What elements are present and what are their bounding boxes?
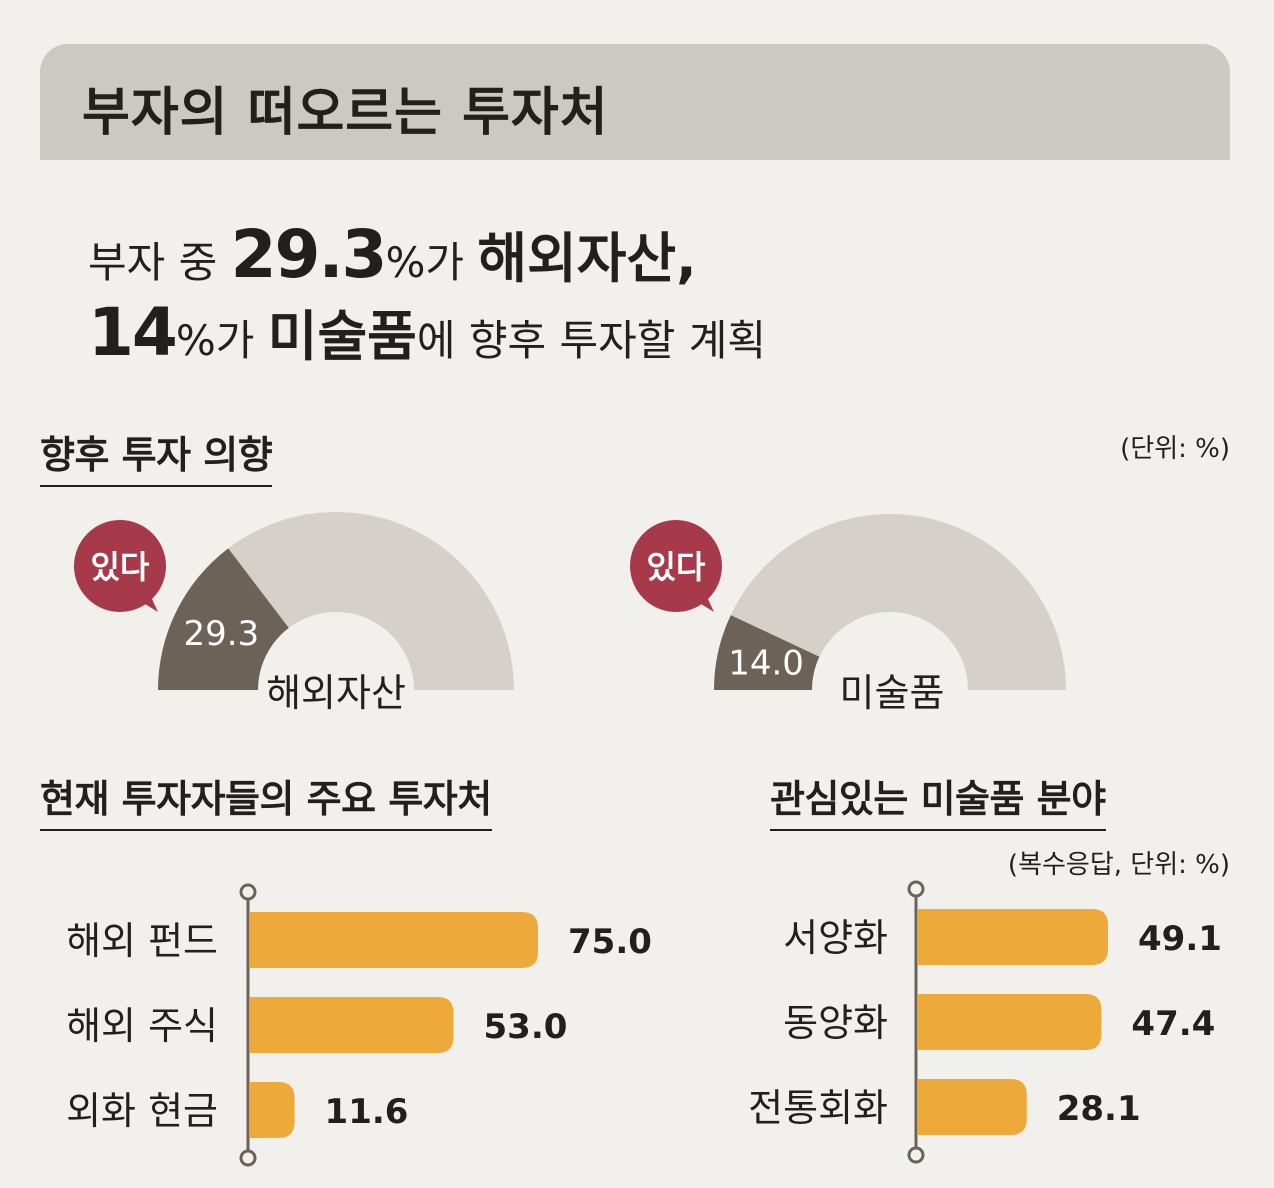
- headline-text: 에 향후 투자할 계획: [416, 316, 767, 365]
- badge-bubble-0: [74, 520, 166, 612]
- title-bar: 부자의 떠오르는 투자처: [40, 44, 1230, 160]
- section-title-intent: 향후 투자 의향: [40, 424, 273, 487]
- section-title-current: 현재 투자자들의 주요 투자처: [40, 768, 492, 831]
- badge-bubble-1: [630, 520, 722, 612]
- gauge-fill-0: [158, 548, 289, 690]
- headline-bold: 해외자산: [477, 227, 677, 290]
- bar-1-0: [918, 909, 1108, 965]
- section-title-art: 관심있는 미술품 분야: [770, 768, 1106, 831]
- bar-value-label: 75.0: [568, 922, 652, 962]
- bar-1-2: [918, 1079, 1027, 1135]
- bar-category-label: 서양화: [783, 916, 888, 960]
- gauge-label-0: 해외자산: [266, 671, 406, 715]
- page-title: 부자의 떠오르는 투자처: [82, 83, 609, 143]
- gauge-value-0: 29.3: [183, 614, 259, 654]
- gauge-value-1: 14.0: [728, 643, 804, 683]
- bar-category-label: 외화 현금: [66, 1089, 218, 1133]
- bar-value-label: 28.1: [1057, 1089, 1141, 1129]
- headline-text: ,: [676, 227, 697, 290]
- headline-line-2: 14%가 미술품에 향후 투자할 계획: [88, 300, 766, 366]
- bar-0-0: [250, 912, 538, 968]
- bar-category-label: 해외 펀드: [66, 919, 218, 963]
- axis-cap-top-0: [239, 883, 257, 901]
- headline-percent: %: [175, 316, 216, 365]
- headline-line-1: 부자 중 29.3%가 해외자산,: [88, 222, 697, 288]
- bar-value-label: 47.4: [1131, 1004, 1215, 1044]
- headline-number: 14: [88, 294, 178, 371]
- axis-cap-top-1: [907, 880, 925, 898]
- gauge-track-1: [730, 514, 1066, 690]
- gauge-track-0: [228, 512, 514, 690]
- bar-1-1: [918, 994, 1102, 1050]
- headline-text: 가: [215, 316, 268, 365]
- unit-note-art: (복수응답, 단위: %): [1007, 850, 1230, 880]
- headline-number: 29.3: [230, 216, 388, 293]
- bar-category-label: 동양화: [783, 1001, 888, 1045]
- headline-text: 부자 중: [88, 238, 231, 287]
- badge-text-0: 있다: [91, 548, 150, 586]
- bar-value-label: 11.6: [325, 1092, 409, 1132]
- bar-value-label: 53.0: [484, 1007, 568, 1047]
- axis-cap-bottom-0: [239, 1149, 257, 1167]
- gauge-fill-1: [714, 615, 820, 690]
- badge-text-1: 있다: [647, 548, 706, 586]
- bar-category-label: 전통회화: [748, 1086, 888, 1130]
- unit-note-intent: (단위: %): [1120, 434, 1230, 464]
- bar-category-label: 해외 주식: [66, 1004, 218, 1048]
- axis-cap-bottom-1: [907, 1146, 925, 1164]
- bar-value-label: 49.1: [1138, 919, 1222, 959]
- headline-text: 가: [425, 238, 478, 287]
- bar-0-2: [250, 1082, 295, 1138]
- bar-0-1: [250, 997, 454, 1053]
- headline-bold: 미술품: [267, 305, 417, 368]
- gauge-label-1: 미술품: [840, 671, 945, 715]
- headline-percent: %: [385, 238, 426, 287]
